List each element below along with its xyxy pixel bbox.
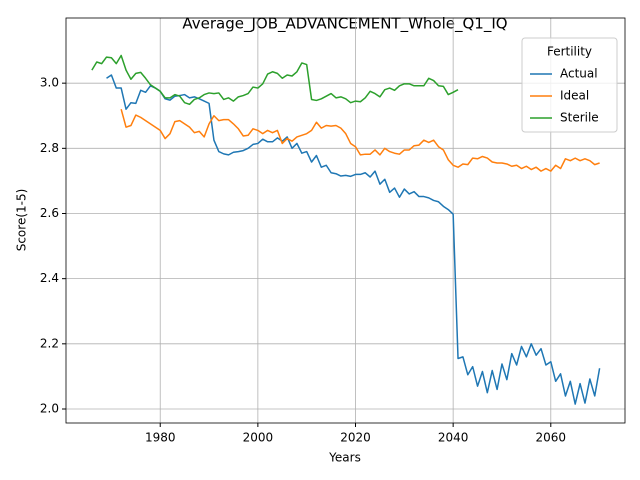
legend-label: Actual xyxy=(560,67,598,81)
y-tick-label: 2.6 xyxy=(40,206,59,220)
y-tick-label: 2.4 xyxy=(40,271,59,285)
chart-title: Average_JOB_ADVANCEMENT_Whole_Q1_IQ xyxy=(182,15,507,34)
y-tick-label: 2.2 xyxy=(40,336,59,350)
x-tick-label: 2000 xyxy=(243,431,274,445)
line-series xyxy=(120,109,600,172)
y-tick-label: 2.0 xyxy=(40,401,59,415)
line-series xyxy=(91,54,459,106)
x-tick-label: 2040 xyxy=(438,431,469,445)
legend-box xyxy=(521,37,618,133)
y-tick-label: 3.0 xyxy=(40,76,59,90)
legend-title: Fertility xyxy=(547,45,592,59)
legend-label: Ideal xyxy=(560,89,589,103)
x-axis-label: Years xyxy=(328,451,361,465)
y-axis-label: Score(1-5) xyxy=(15,189,29,252)
x-tick-label: 1980 xyxy=(145,431,176,445)
x-tick-label: 2060 xyxy=(536,431,567,445)
line-series xyxy=(106,74,601,405)
x-tick-label: 2020 xyxy=(340,431,371,445)
plot-frame xyxy=(65,17,626,424)
legend-label: Sterile xyxy=(560,111,599,125)
y-tick-label: 2.8 xyxy=(40,141,59,155)
